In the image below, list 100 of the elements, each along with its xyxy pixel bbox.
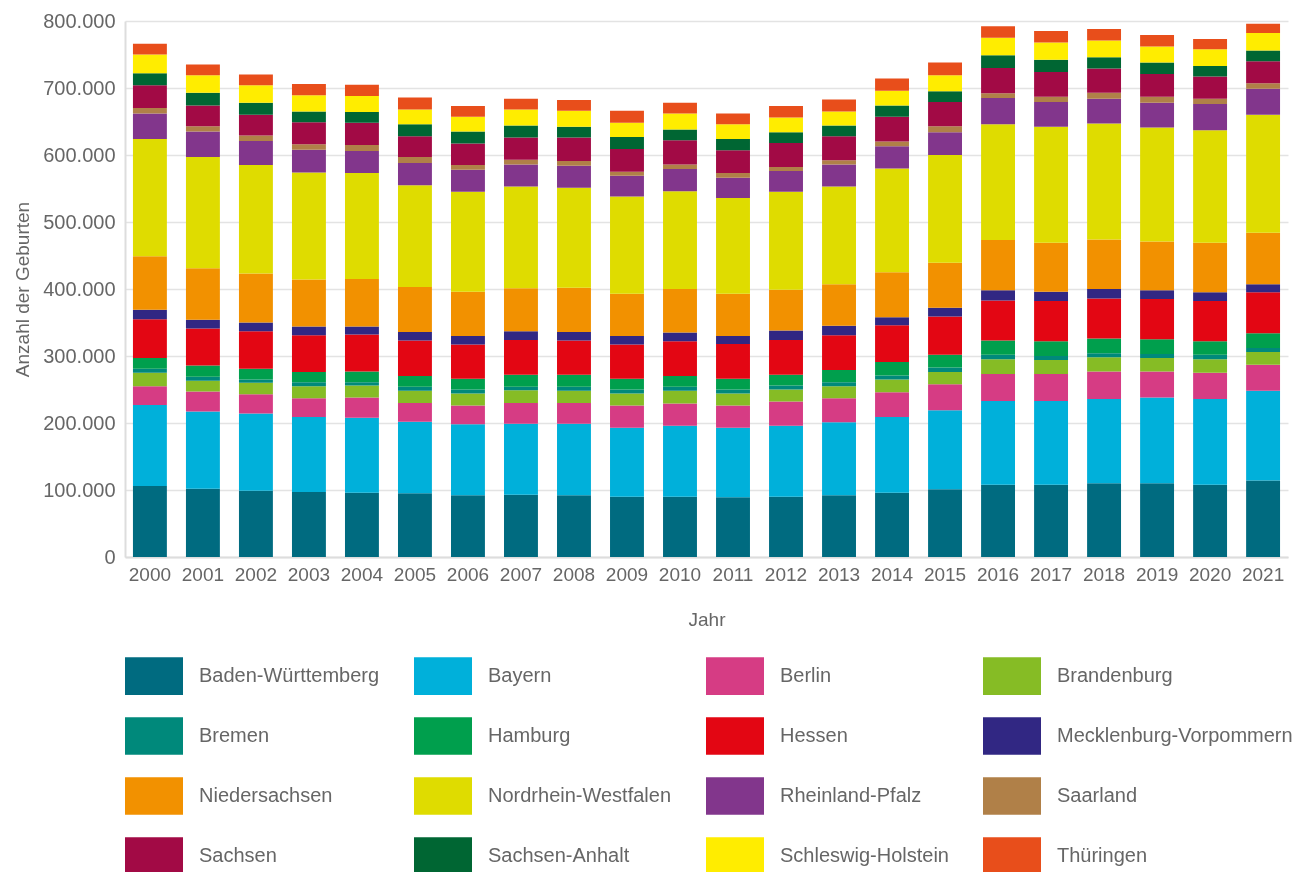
bar <box>1193 104 1228 131</box>
x-tick-label: 2020 <box>1188 563 1232 585</box>
bar <box>610 405 644 428</box>
legend-label: Rheinland-Pfalz <box>780 784 922 806</box>
bar <box>1034 31 1069 43</box>
bar <box>1034 360 1069 375</box>
bar <box>1087 40 1122 58</box>
bar <box>557 187 591 288</box>
bar <box>238 273 273 323</box>
bar <box>557 137 591 162</box>
bar <box>291 398 326 417</box>
bar <box>1193 398 1228 485</box>
bar <box>1140 299 1175 340</box>
bar <box>238 331 273 369</box>
bar <box>344 150 379 174</box>
bar <box>397 421 432 494</box>
bar <box>716 197 750 294</box>
x-tick-label: 2002 <box>234 563 278 585</box>
bar <box>132 372 167 387</box>
x-tick-label: 2008 <box>552 563 596 585</box>
bar <box>344 144 379 151</box>
bar <box>1140 96 1175 103</box>
bar <box>822 186 856 285</box>
bar <box>557 423 591 496</box>
bar <box>716 389 750 394</box>
bar <box>238 413 273 491</box>
bar <box>504 423 538 495</box>
bar <box>610 378 644 390</box>
bar <box>663 140 697 165</box>
bar <box>238 394 273 414</box>
bar <box>1193 341 1228 355</box>
bar <box>185 126 220 132</box>
bar <box>769 374 803 386</box>
bar <box>822 164 856 187</box>
bar <box>716 405 750 428</box>
bar <box>1140 127 1175 242</box>
x-tick-label: 2017 <box>1029 563 1073 585</box>
bar <box>1246 232 1281 285</box>
bar <box>132 108 167 114</box>
bar <box>928 155 962 263</box>
bar <box>1193 39 1228 50</box>
bar <box>238 102 273 115</box>
bar <box>716 378 750 390</box>
bar <box>344 278 379 327</box>
x-tick-label: 2005 <box>393 563 437 585</box>
bar <box>1034 356 1069 361</box>
bar <box>344 492 379 557</box>
bar <box>1140 397 1175 484</box>
bar <box>1140 358 1175 372</box>
bar <box>610 175 644 197</box>
x-tick-label: 2004 <box>340 563 384 585</box>
bar <box>397 331 432 341</box>
bar <box>1140 483 1175 557</box>
bar <box>132 138 167 257</box>
bar <box>504 109 538 126</box>
bar <box>344 417 379 493</box>
legend-label: Hessen <box>780 724 848 746</box>
bar <box>185 75 220 93</box>
bar <box>397 386 432 391</box>
bar <box>397 136 432 158</box>
bar <box>557 386 591 391</box>
bar <box>451 169 485 192</box>
bar <box>981 240 1016 291</box>
bar <box>451 116 485 132</box>
bar <box>557 402 591 424</box>
bar <box>1034 71 1069 97</box>
bar <box>822 386 856 399</box>
bar <box>663 169 697 192</box>
bar <box>132 319 167 359</box>
bar <box>1193 65 1228 77</box>
bar <box>610 171 644 176</box>
bar <box>132 485 167 557</box>
bar <box>1140 353 1175 359</box>
bar <box>822 99 856 112</box>
bar <box>610 148 644 172</box>
bar <box>397 185 432 287</box>
bar <box>1246 61 1281 84</box>
bar <box>132 113 167 139</box>
y-tick-label: 0 <box>104 545 116 568</box>
bar <box>291 492 326 557</box>
bar <box>132 256 167 310</box>
bar <box>504 339 538 375</box>
y-tick-label: 200.000 <box>43 411 116 434</box>
bar <box>663 403 697 426</box>
bar <box>238 85 273 103</box>
bar <box>663 386 697 391</box>
bar <box>822 325 856 336</box>
bar <box>504 137 538 160</box>
legend-label: Schleswig-Holstein <box>780 844 949 866</box>
bar <box>291 326 326 336</box>
bar <box>1034 242 1069 292</box>
x-tick-label: 2012 <box>764 563 808 585</box>
bar <box>291 172 326 280</box>
bar <box>769 389 803 402</box>
bar <box>451 495 485 557</box>
bar <box>1087 123 1122 240</box>
bar <box>1246 333 1281 348</box>
bar <box>185 92 220 106</box>
bar <box>769 117 803 133</box>
bar <box>1246 50 1281 62</box>
